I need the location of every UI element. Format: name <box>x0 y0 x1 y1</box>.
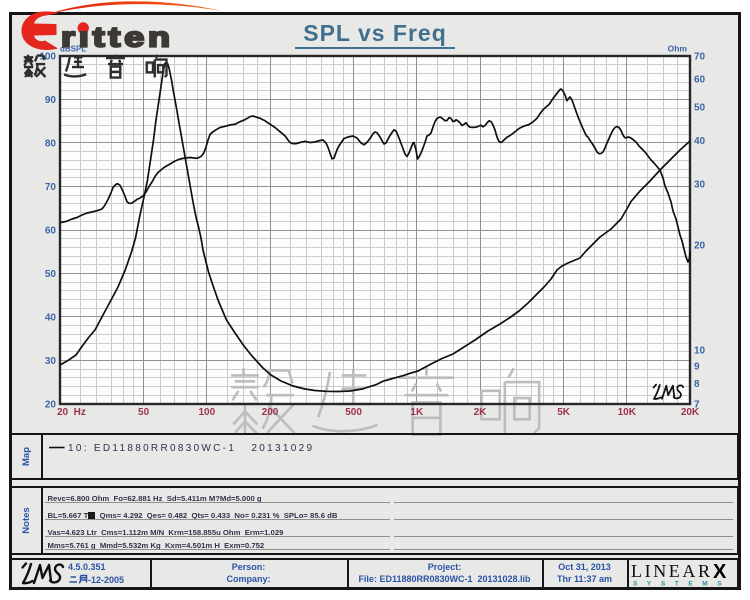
svg-text:10K: 10K <box>618 407 637 418</box>
svg-text:10: 10 <box>694 346 706 357</box>
svg-text:8: 8 <box>694 379 700 390</box>
svg-text:2K: 2K <box>474 407 488 418</box>
svg-text:100: 100 <box>198 407 215 418</box>
svg-text:40: 40 <box>694 136 706 147</box>
svg-text:500: 500 <box>345 407 362 418</box>
svg-text:X: X <box>713 561 727 583</box>
svg-text:70: 70 <box>694 51 706 62</box>
svg-text:20: 20 <box>694 241 706 252</box>
svg-text:50: 50 <box>694 102 706 113</box>
svg-text:100: 100 <box>39 51 56 62</box>
svg-text:LINEAR: LINEAR <box>631 561 713 581</box>
svg-text:1K: 1K <box>410 407 424 418</box>
svg-text:90: 90 <box>45 95 57 106</box>
svg-text:50: 50 <box>138 407 150 418</box>
svg-text:Ohm: Ohm <box>668 44 688 54</box>
svg-text:5K: 5K <box>557 407 571 418</box>
svg-text:200: 200 <box>262 407 279 418</box>
svg-text:70: 70 <box>45 182 57 193</box>
svg-text:40: 40 <box>45 312 57 323</box>
svg-text:7: 7 <box>694 399 700 410</box>
svg-text:20 Hz: 20 Hz <box>57 407 86 418</box>
svg-text:30: 30 <box>45 356 57 367</box>
svg-text:dBSPL: dBSPL <box>60 45 86 54</box>
svg-text:20: 20 <box>45 399 57 410</box>
svg-text:50: 50 <box>45 269 57 280</box>
svg-text:80: 80 <box>45 138 57 149</box>
svg-text:SYSTEMS: SYSTEMS <box>633 581 731 588</box>
svg-text:30: 30 <box>694 180 706 191</box>
svg-text:60: 60 <box>694 75 706 86</box>
svg-text:60: 60 <box>45 225 57 236</box>
svg-text:20K: 20K <box>681 407 700 418</box>
svg-text:9: 9 <box>694 361 700 372</box>
